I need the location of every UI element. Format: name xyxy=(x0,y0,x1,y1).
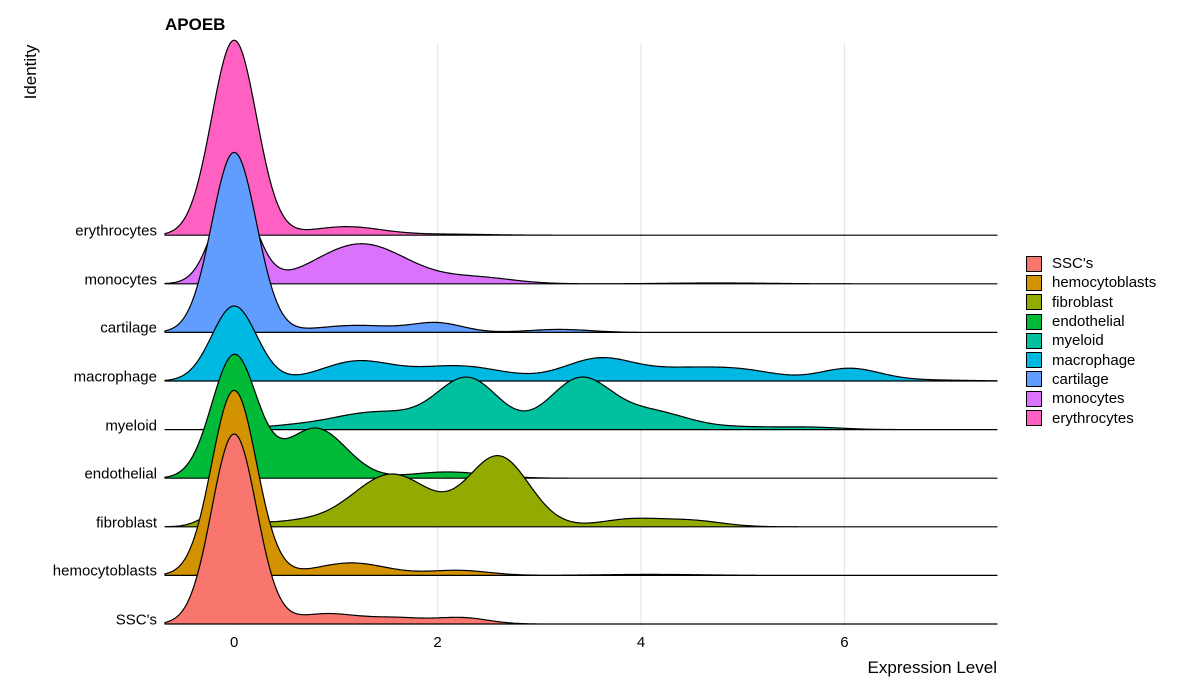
legend-item-monocytes: monocytes xyxy=(1026,389,1156,408)
legend-label-hemocytoblasts: hemocytoblasts xyxy=(1052,274,1157,292)
x-tick-label-0: 0 xyxy=(229,634,239,651)
legend-label-erythrocytes: erythrocytes xyxy=(1052,409,1134,427)
legend-item-fibroblast: fibroblast xyxy=(1026,293,1156,312)
chart-title: APOEB xyxy=(165,15,226,34)
legend-swatch-fibroblast xyxy=(1026,294,1042,311)
legend-swatch-macrophage xyxy=(1026,352,1042,369)
legend-item-endothelial: endothelial xyxy=(1026,312,1156,331)
legend-swatch-cartilage xyxy=(1026,371,1042,388)
ridge-macrophage xyxy=(164,305,998,382)
legend-swatch-erythrocytes xyxy=(1026,410,1042,427)
legend-item-hemocytoblasts: hemocytoblasts xyxy=(1026,273,1156,292)
y-tick-label-monocytes: monocytes xyxy=(84,271,157,289)
y-tick-label-macrophage: macrophage xyxy=(73,368,157,386)
y-tick-label-fibroblast: fibroblast xyxy=(96,514,157,532)
ridges xyxy=(164,39,998,625)
legend-item-macrophage: macrophage xyxy=(1026,350,1156,369)
ridge-ssc-s xyxy=(164,433,998,625)
legend: SSC's hemocytoblasts fibroblast endothelial… xyxy=(1026,254,1156,428)
y-tick-label-endothelial: endothelial xyxy=(84,465,157,483)
legend-item-ssc-s: SSC's xyxy=(1026,254,1156,273)
y-axis-label: Identity xyxy=(21,44,40,100)
legend-label-cartilage: cartilage xyxy=(1052,370,1109,388)
x-axis-label: Expression Level xyxy=(867,658,997,677)
y-tick-label-erythrocytes: erythrocytes xyxy=(75,222,157,240)
x-tick-label-2: 4 xyxy=(636,634,646,651)
legend-label-endothelial: endothelial xyxy=(1052,313,1125,331)
legend-label-monocytes: monocytes xyxy=(1052,390,1125,408)
legend-swatch-endothelial xyxy=(1026,313,1042,330)
y-tick-label-hemocytoblasts: hemocytoblasts xyxy=(52,562,157,580)
ridge-fibroblast xyxy=(164,455,998,528)
legend-item-erythrocytes: erythrocytes xyxy=(1026,408,1156,427)
legend-label-fibroblast: fibroblast xyxy=(1052,293,1113,311)
legend-swatch-ssc-s xyxy=(1026,255,1042,272)
ridge-erythrocytes xyxy=(164,39,998,236)
y-tick-label-ssc-s: SSC's xyxy=(115,611,157,629)
legend-label-macrophage: macrophage xyxy=(1052,351,1136,369)
legend-swatch-myeloid xyxy=(1026,332,1042,349)
legend-swatch-monocytes xyxy=(1026,390,1042,407)
grid-lines xyxy=(233,43,846,626)
legend-swatch-hemocytoblasts xyxy=(1026,274,1042,291)
x-tick-label-3: 6 xyxy=(840,634,849,651)
legend-item-cartilage: cartilage xyxy=(1026,370,1156,389)
legend-label-myeloid: myeloid xyxy=(1052,332,1104,350)
y-tick-label-myeloid: myeloid xyxy=(105,417,157,435)
ridge-cartilage xyxy=(164,151,998,333)
x-tick-label-1: 2 xyxy=(433,634,442,651)
y-tick-label-cartilage: cartilage xyxy=(100,319,157,337)
legend-item-myeloid: myeloid xyxy=(1026,331,1156,350)
ridge-myeloid xyxy=(164,376,998,431)
ridge-monocytes xyxy=(164,187,998,285)
legend-label-ssc-s: SSC's xyxy=(1052,255,1094,273)
